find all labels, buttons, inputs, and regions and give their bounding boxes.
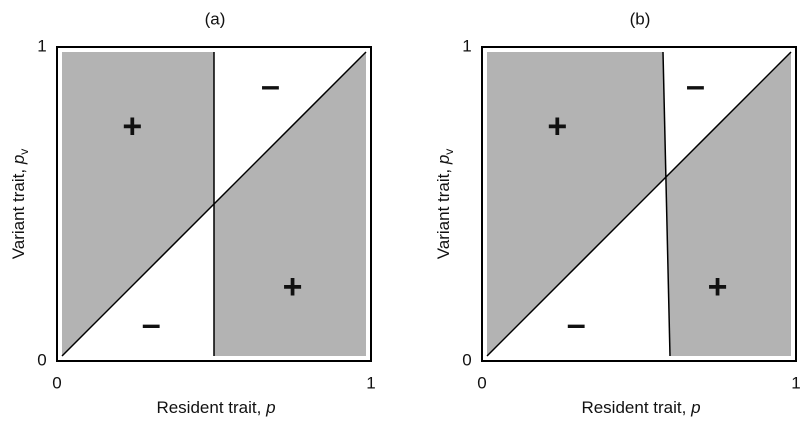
x-tick-label: 0 xyxy=(52,373,61,392)
sign: – xyxy=(261,67,280,105)
x-axis-label-text: Resident trait, xyxy=(581,398,691,417)
sign: + xyxy=(122,108,142,146)
boundary-line xyxy=(662,51,671,357)
sign: + xyxy=(708,268,728,306)
sign: – xyxy=(142,305,161,343)
x-axis-label-var: p xyxy=(265,398,275,417)
sign: – xyxy=(686,67,705,105)
x-tick-label: 0 xyxy=(477,373,486,392)
sign: + xyxy=(547,108,567,146)
sign: – xyxy=(567,305,586,343)
y-axis-label-sub: v xyxy=(17,149,31,155)
panel-label: (b) xyxy=(630,9,651,28)
diagonal-line xyxy=(486,51,792,357)
y-axis-label-var: p xyxy=(9,155,28,165)
x-tick-label: 1 xyxy=(366,373,375,392)
y-axis-label-var: p xyxy=(434,155,453,165)
y-axis-label-text: Variant trait, xyxy=(9,164,28,259)
x-axis-label-text: Resident trait, xyxy=(156,398,266,417)
panel-label: (a) xyxy=(205,9,226,28)
y-tick-label: 0 xyxy=(462,350,471,369)
region-positive xyxy=(62,52,214,356)
y-axis-label: Variant trait, pv xyxy=(9,149,31,260)
x-tick-label: 1 xyxy=(791,373,800,392)
y-axis-label: Variant trait, pv xyxy=(434,149,456,260)
region-positive xyxy=(214,52,366,356)
x-axis-label-var: p xyxy=(690,398,700,417)
region-positive xyxy=(487,52,666,356)
x-axis-label: Resident trait, p xyxy=(156,398,275,417)
x-axis-label: Resident trait, p xyxy=(581,398,700,417)
y-tick-label: 1 xyxy=(462,36,471,55)
y-axis-label-text: Variant trait, xyxy=(434,164,453,259)
y-tick-label: 0 xyxy=(37,350,46,369)
diagonal-line xyxy=(61,51,367,357)
y-tick-label: 1 xyxy=(37,36,46,55)
sign: + xyxy=(283,268,303,306)
region-positive xyxy=(665,52,791,356)
y-axis-label-sub: v xyxy=(442,149,456,155)
